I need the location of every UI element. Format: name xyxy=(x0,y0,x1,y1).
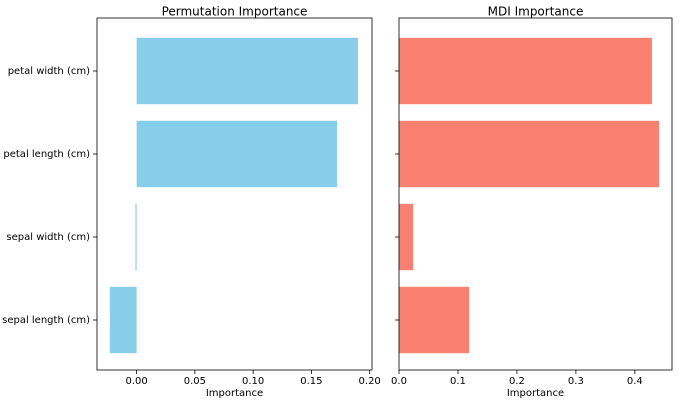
x-axis-label: Importance xyxy=(206,388,263,399)
bar xyxy=(136,37,359,105)
x-tick-label: 0.1 xyxy=(450,376,466,387)
axes-frame xyxy=(96,17,373,371)
bar xyxy=(399,37,652,105)
chart-title: Permutation Importance xyxy=(162,5,308,19)
bar xyxy=(399,286,470,354)
x-tick-label: 0.0 xyxy=(391,376,407,387)
bar xyxy=(399,203,414,271)
x-tick-label: 0.4 xyxy=(627,376,643,387)
y-tick-label: petal length (cm) xyxy=(3,149,90,160)
y-tick-label: sepal length (cm) xyxy=(2,315,90,326)
bar xyxy=(109,286,137,354)
axes-frame xyxy=(398,17,673,371)
x-tick-label: 0.2 xyxy=(509,376,525,387)
chart-title: MDI Importance xyxy=(488,5,584,19)
x-tick-label: 0.3 xyxy=(568,376,584,387)
x-tick-label: 0.00 xyxy=(125,376,147,387)
x-tick-label: 0.10 xyxy=(242,376,264,387)
x-tick-label: 0.20 xyxy=(359,376,381,387)
x-tick-label: 0.15 xyxy=(300,376,322,387)
y-tick-label: petal width (cm) xyxy=(8,66,90,77)
bar xyxy=(136,120,338,188)
x-axis-label: Importance xyxy=(507,388,564,399)
bar xyxy=(135,203,137,271)
y-tick-label: sepal width (cm) xyxy=(6,232,90,243)
x-tick-label: 0.05 xyxy=(184,376,206,387)
bar xyxy=(399,120,660,188)
